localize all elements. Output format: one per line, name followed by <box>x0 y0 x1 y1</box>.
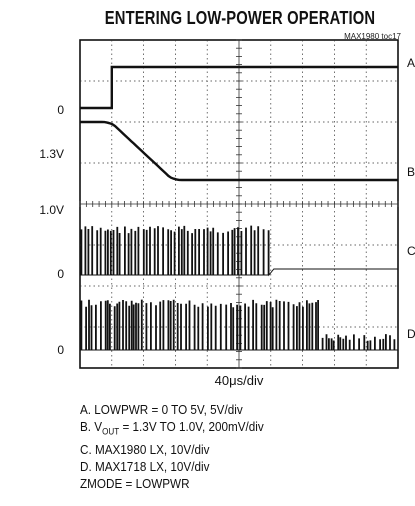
trace-a-letter: A <box>407 56 415 70</box>
trace-c-line <box>80 225 398 277</box>
legend: A. LOWPWR = 0 TO 5V, 5V/div B. VOUT = 1.… <box>80 401 264 492</box>
trace-a-zero-label: 0 <box>57 103 64 117</box>
trace-b-line <box>80 120 398 182</box>
time-scale-label: 40μs/div <box>214 373 264 388</box>
plot-grid <box>79 39 399 369</box>
legend-line-c: C. MAX1980 LX, 10V/div <box>80 441 210 457</box>
legend-line-zmode: ZMODE = LOWPWR <box>80 475 190 491</box>
trace-a-line <box>80 65 398 110</box>
legend-line-b: B. VOUT = 1.3V TO 1.0V, 200mV/div <box>80 418 264 441</box>
legend-b-subscript: OUT <box>102 426 120 437</box>
trace-c-zero-label: 0 <box>57 267 64 281</box>
legend-line-a: A. LOWPWR = 0 TO 5V, 5V/div <box>80 402 243 417</box>
trace-c-letter: C <box>407 244 415 258</box>
trace-d-line <box>80 299 398 351</box>
legend-line-d: D. MAX1718 LX, 10V/div <box>80 458 210 474</box>
trace-d-zero-label: 0 <box>57 343 64 357</box>
trace-d-letter: D <box>407 327 415 341</box>
figure-code: MAX1980 toc17 <box>344 32 401 41</box>
legend-b-suffix: = 1.3V TO 1.0V, 200mV/div <box>119 419 264 434</box>
chart-title: ENTERING LOW-POWER OPERATION <box>104 8 376 28</box>
legend-b-prefix: B. V <box>80 419 103 434</box>
trace-b-letter: B <box>407 165 415 179</box>
trace-b-low-label: 1.0V <box>39 203 64 217</box>
trace-b-high-label: 1.3V <box>39 147 64 161</box>
